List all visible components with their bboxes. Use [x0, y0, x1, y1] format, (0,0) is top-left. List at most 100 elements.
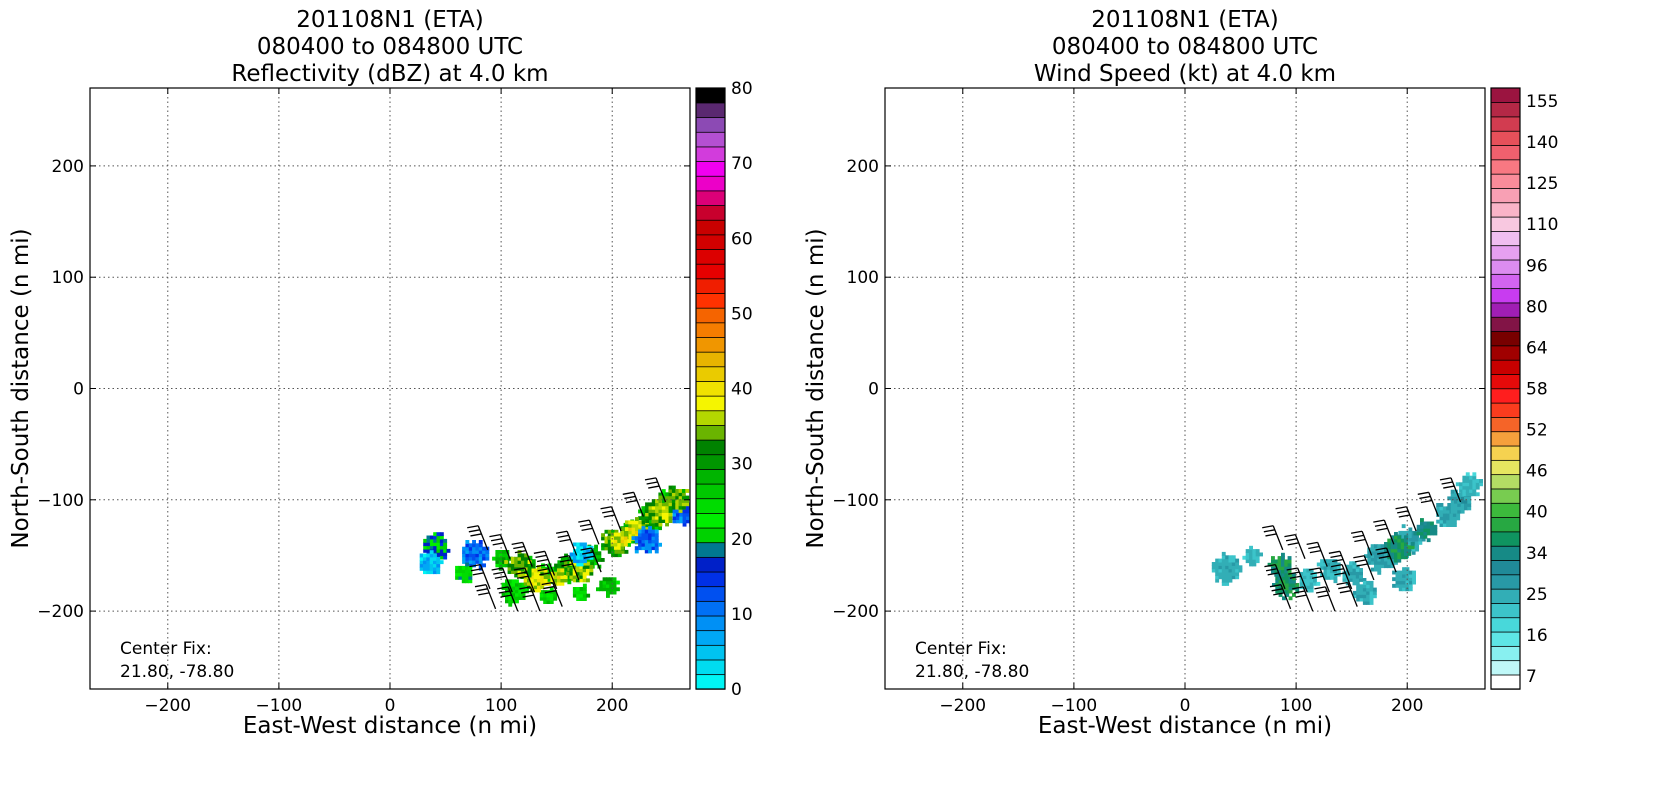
- echo-cell: [572, 593, 577, 598]
- wind-barb: [497, 586, 519, 612]
- echo-cell: [648, 505, 653, 510]
- echo-cell: [1408, 540, 1413, 545]
- echo-cell: [654, 549, 659, 554]
- echo-cell: [645, 502, 649, 507]
- echo-cell: [1211, 562, 1216, 566]
- echo-cell: [524, 560, 529, 564]
- colorbar-bin: [1490, 130, 1521, 146]
- echo-cell: [661, 515, 666, 520]
- echo-cell: [661, 505, 666, 510]
- echo-cell: [439, 560, 444, 565]
- echo-cell: [648, 529, 652, 534]
- echo-cell: [567, 563, 572, 568]
- echo-cell: [1411, 547, 1416, 552]
- echo-cell: [514, 556, 519, 561]
- echo-cell: [1282, 586, 1286, 591]
- echo-cell: [1366, 584, 1371, 589]
- echo-cell: [504, 560, 509, 564]
- echo-cell: [1407, 552, 1412, 556]
- wind-barb: [1306, 541, 1328, 567]
- echo-cell: [613, 535, 618, 540]
- echo-cell: [1225, 582, 1230, 586]
- echo-cell: [533, 578, 538, 583]
- echo-cell: [530, 571, 535, 576]
- echo-cell: [623, 542, 628, 547]
- echo-cell: [514, 563, 519, 568]
- echo-cell: [573, 555, 577, 560]
- echo-cell: [1352, 594, 1357, 599]
- echo-cell: [679, 519, 684, 524]
- echo-cell: [641, 520, 646, 525]
- echo-cell: [426, 566, 431, 571]
- echo-cell: [672, 516, 677, 520]
- echo-cell: [478, 560, 483, 564]
- barb-flag: [1309, 549, 1322, 554]
- echo-cell: [1225, 555, 1230, 560]
- echo-cell: [609, 590, 614, 595]
- echo-cell: [1323, 562, 1328, 567]
- echo-cell: [478, 540, 483, 544]
- echo-cell: [678, 502, 683, 507]
- echo-cell: [465, 553, 470, 558]
- echo-cell: [1281, 562, 1285, 567]
- echo-cell: [1235, 568, 1240, 573]
- echo-cell: [604, 543, 609, 548]
- echo-cell: [1303, 581, 1307, 586]
- echo-cell: [651, 539, 656, 544]
- echo-cell: [1326, 559, 1331, 564]
- colorbar-bin: [1490, 431, 1521, 447]
- echo-cell: [1326, 562, 1331, 567]
- echo-cell: [549, 596, 554, 601]
- colorbar-tick-label: 64: [1526, 338, 1548, 358]
- echo-cell: [1475, 492, 1480, 497]
- echo-cell: [678, 505, 683, 510]
- echo-cell: [1464, 496, 1468, 501]
- echo-cell: [641, 506, 646, 511]
- echo-cell: [589, 571, 594, 576]
- echo-cell: [1430, 521, 1434, 526]
- colorbar-tick-label: 25: [1526, 585, 1548, 605]
- echo-cell: [1295, 583, 1300, 587]
- echo-cell: [1306, 575, 1311, 580]
- echo-cell: [1467, 503, 1472, 507]
- colorbar-tick-label: 70: [731, 154, 753, 174]
- echo-cell: [599, 587, 604, 592]
- echo-cell: [1442, 516, 1447, 521]
- barb-flag: [625, 499, 638, 504]
- echo-cell: [569, 552, 574, 557]
- echo-cell: [654, 536, 659, 541]
- echo-cell: [443, 542, 448, 547]
- echo-cell: [1345, 574, 1350, 579]
- echo-cell: [641, 515, 646, 520]
- x-tick-label: 100: [1280, 696, 1312, 716]
- barb-flag: [520, 590, 533, 594]
- colorbar-bin: [695, 424, 726, 441]
- echo-cell: [1395, 573, 1400, 578]
- echo-cell: [1469, 479, 1473, 483]
- colorbar-bin: [695, 87, 726, 104]
- wind-barb: [1417, 491, 1439, 517]
- echo-cell: [433, 542, 438, 547]
- echo-cell: [423, 570, 427, 575]
- echo-cell: [602, 580, 607, 585]
- echo-cell: [668, 502, 673, 507]
- echo-cell: [654, 529, 659, 534]
- echo-cell: [671, 505, 676, 510]
- barb-flag: [1287, 542, 1299, 546]
- echo-cell: [1462, 492, 1467, 497]
- echo-cell: [572, 571, 577, 576]
- echo-cell: [439, 538, 444, 543]
- echo-cell: [620, 532, 625, 537]
- echo-cell: [1285, 583, 1290, 587]
- echo-cell: [665, 515, 669, 520]
- echo-cell: [1277, 576, 1282, 581]
- echo-cell: [1415, 537, 1419, 542]
- echo-cell: [668, 509, 673, 513]
- echo-cell: [602, 587, 607, 592]
- echo-cell: [1387, 564, 1392, 569]
- echo-cell: [1225, 558, 1230, 563]
- echo-cell: [658, 495, 663, 500]
- echo-cell: [570, 577, 575, 581]
- echo-cell: [594, 544, 598, 549]
- echo-cell: [1465, 485, 1470, 490]
